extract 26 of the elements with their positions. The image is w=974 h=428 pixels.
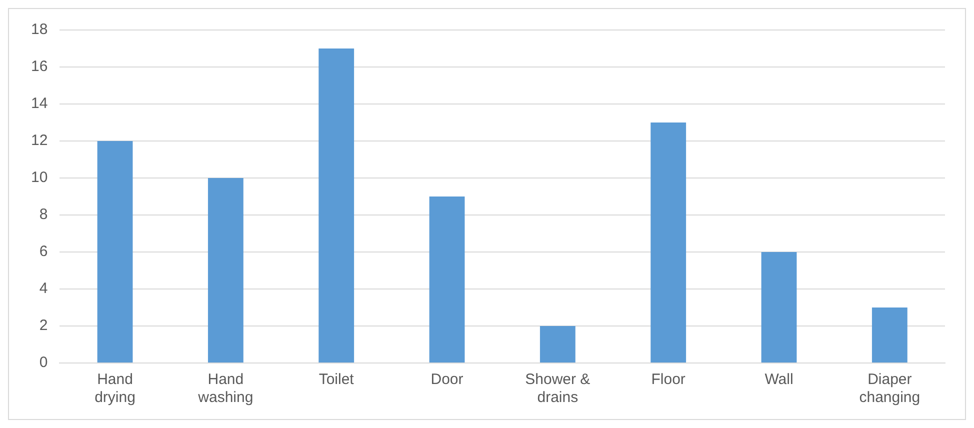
x-tick-label: Wall xyxy=(764,371,794,388)
bar xyxy=(540,326,576,362)
x-tick-label: Diaper changing xyxy=(859,371,920,406)
bar xyxy=(318,48,354,362)
x-tick-label: Floor xyxy=(651,371,686,388)
y-tick-label: 0 xyxy=(39,354,48,372)
bar xyxy=(208,178,244,362)
x-tick-label: Hand drying xyxy=(94,371,136,406)
x-tick-label: Hand washing xyxy=(197,371,254,406)
y-tick-label: 8 xyxy=(39,206,48,224)
y-tick-label: 10 xyxy=(30,169,48,186)
y-tick-label: 16 xyxy=(30,58,48,76)
y-tick-label: 18 xyxy=(30,21,48,38)
bar xyxy=(650,122,686,362)
x-tick-label: Door xyxy=(430,371,464,388)
y-tick-label: 12 xyxy=(30,132,48,150)
bar xyxy=(761,252,797,362)
bar xyxy=(872,308,908,362)
y-tick-label: 6 xyxy=(39,243,48,260)
x-tick-label: Toilet xyxy=(318,371,355,388)
bar xyxy=(429,196,465,362)
y-tick-label: 2 xyxy=(39,317,48,334)
y-tick-label: 4 xyxy=(39,280,48,298)
x-tick-label: Shower & drains xyxy=(525,371,590,406)
y-tick-label: 14 xyxy=(30,95,48,112)
bar xyxy=(97,141,133,362)
